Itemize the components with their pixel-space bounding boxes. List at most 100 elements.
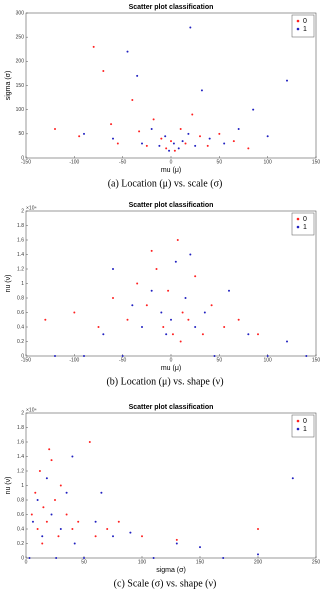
point [228,289,230,292]
y-tick-label: 1.4 [17,252,24,258]
x-tick-label: 150 [312,159,321,165]
point [247,147,250,150]
point [200,89,203,92]
point [30,513,33,516]
point [181,311,184,314]
point [73,542,76,545]
point [223,326,226,328]
point [152,557,155,559]
point [162,326,165,328]
x-tick-label: 0 [25,559,28,565]
legend-label: 1 [303,224,307,231]
point [152,118,155,121]
point [65,491,68,494]
point [145,304,148,307]
point [121,355,124,357]
legend-marker [296,427,300,431]
plot-area [25,12,317,159]
point [286,340,288,343]
point [257,553,259,556]
x-tick-label: -50 [119,357,126,363]
point [189,26,192,29]
point [112,535,114,538]
plot-area [25,210,317,357]
point [194,275,197,278]
point [112,137,114,140]
chart-title: Scatter plot classification [129,4,214,11]
point [167,289,170,292]
point [77,520,80,523]
point [48,448,51,451]
point [222,557,225,559]
point [78,135,81,138]
point [237,128,240,130]
legend-label: 1 [303,26,307,33]
point [247,333,250,336]
y-tick-label: 1.6 [17,237,24,243]
point [44,318,47,321]
point [165,333,168,336]
x-tick-label: -150 [21,357,31,363]
y-tick-label: 1.8 [17,425,24,431]
point [286,79,288,82]
point [199,546,201,549]
point [83,557,85,559]
point [36,499,39,501]
x-tick-label: 250 [312,559,321,565]
point [174,260,177,263]
point [94,520,97,523]
point [88,441,91,443]
caption: (a) Location (μ) vs. scale (σ) [108,178,223,189]
legend-marker [296,19,300,23]
point [170,318,172,321]
point [170,140,172,143]
point [145,144,148,147]
point [55,557,58,559]
point [41,542,44,545]
point [126,50,129,53]
y-tick-label: 150 [16,83,25,89]
point [194,144,197,147]
point [31,520,34,523]
point [150,289,153,292]
legend-marker [296,225,300,229]
point [129,531,132,534]
point [150,249,153,252]
y-tick-label: 250 [16,34,25,40]
x-tick-label: 50 [217,357,223,363]
point [59,484,62,487]
point [131,304,134,307]
point [41,535,44,538]
y-multiplier: ×10⁴ [26,205,37,211]
y-tick-label: 0 [21,353,24,359]
point [257,333,259,336]
y-axis-label: nu (ν) [5,275,12,293]
point [181,140,184,143]
y-tick-label: 0.4 [17,526,24,532]
x-tick-label: 50 [217,159,223,165]
point [28,557,31,559]
point [194,326,197,328]
point [172,142,175,145]
point [112,268,114,270]
point [97,326,100,328]
caption: (b) Location (μ) vs. shape (ν) [106,376,223,387]
point [176,239,179,241]
point [136,282,139,285]
point [110,123,113,126]
chart-title: Scatter plot classification [129,404,214,411]
y-axis-label: nu (ν) [5,477,12,495]
x-tick-label: 150 [312,357,321,363]
y-tick-label: 0.6 [17,512,24,518]
point [34,491,37,494]
point [126,318,129,321]
point [165,147,168,150]
point [50,459,53,462]
point [141,535,143,538]
point [45,520,48,523]
point [291,477,294,480]
point [237,318,240,321]
point [173,149,176,152]
point [112,297,114,299]
